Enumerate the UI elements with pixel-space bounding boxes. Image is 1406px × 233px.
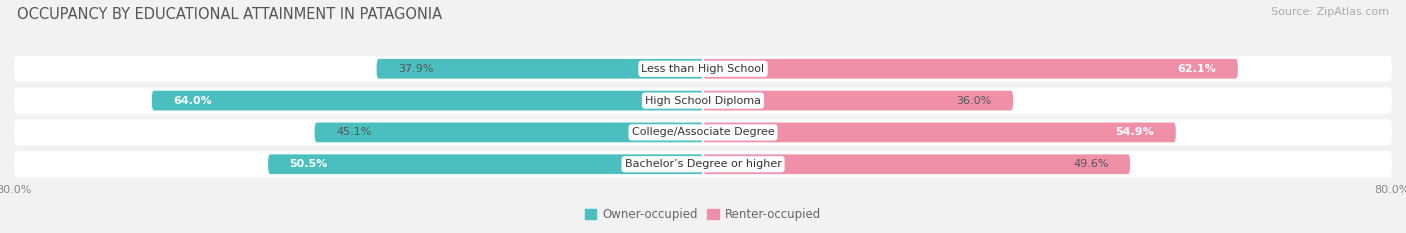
FancyBboxPatch shape — [14, 119, 1392, 145]
Text: 36.0%: 36.0% — [956, 96, 991, 106]
FancyBboxPatch shape — [703, 154, 1130, 174]
Text: 54.9%: 54.9% — [1115, 127, 1154, 137]
Text: OCCUPANCY BY EDUCATIONAL ATTAINMENT IN PATAGONIA: OCCUPANCY BY EDUCATIONAL ATTAINMENT IN P… — [17, 7, 441, 22]
Text: 49.6%: 49.6% — [1073, 159, 1108, 169]
Text: 64.0%: 64.0% — [173, 96, 212, 106]
Text: 37.9%: 37.9% — [398, 64, 433, 74]
Text: High School Diploma: High School Diploma — [645, 96, 761, 106]
Text: 50.5%: 50.5% — [290, 159, 328, 169]
Legend: Owner-occupied, Renter-occupied: Owner-occupied, Renter-occupied — [579, 203, 827, 225]
Text: 45.1%: 45.1% — [336, 127, 371, 137]
Text: Bachelor’s Degree or higher: Bachelor’s Degree or higher — [624, 159, 782, 169]
FancyBboxPatch shape — [14, 151, 1392, 177]
FancyBboxPatch shape — [703, 91, 1012, 110]
FancyBboxPatch shape — [14, 56, 1392, 82]
Text: College/Associate Degree: College/Associate Degree — [631, 127, 775, 137]
FancyBboxPatch shape — [14, 88, 1392, 114]
Text: 62.1%: 62.1% — [1177, 64, 1216, 74]
FancyBboxPatch shape — [315, 123, 703, 142]
FancyBboxPatch shape — [703, 123, 1175, 142]
FancyBboxPatch shape — [703, 59, 1237, 79]
FancyBboxPatch shape — [377, 59, 703, 79]
Text: Less than High School: Less than High School — [641, 64, 765, 74]
FancyBboxPatch shape — [269, 154, 703, 174]
FancyBboxPatch shape — [152, 91, 703, 110]
Text: Source: ZipAtlas.com: Source: ZipAtlas.com — [1271, 7, 1389, 17]
